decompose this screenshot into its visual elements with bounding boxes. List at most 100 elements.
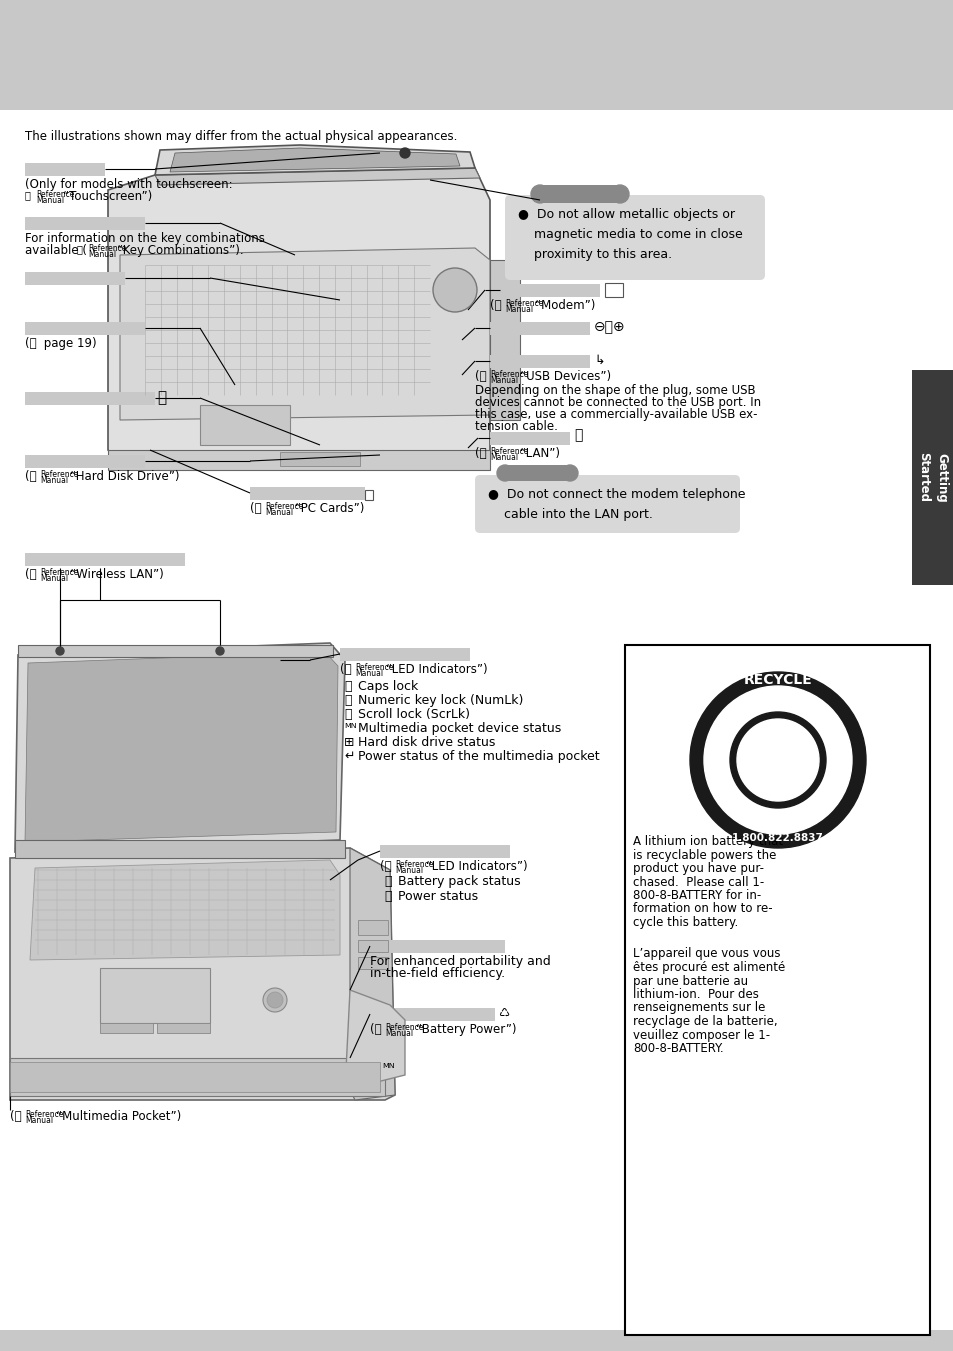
Text: (ⓘ: (ⓘ — [25, 567, 36, 581]
Text: For information on the key combinations: For information on the key combinations — [25, 232, 265, 245]
Bar — [339, 648, 470, 661]
Text: ⓺: ⓺ — [384, 890, 391, 902]
Polygon shape — [10, 848, 395, 1100]
Circle shape — [399, 149, 410, 158]
Text: ⛝: ⛝ — [574, 428, 581, 442]
Text: The illustrations shown may differ from the actual physical appearances.: The illustrations shown may differ from … — [25, 130, 456, 143]
Bar — [157, 1023, 210, 1034]
Text: Battery pack status: Battery pack status — [397, 875, 520, 888]
Text: L’appareil que vous vous: L’appareil que vous vous — [633, 947, 780, 961]
Text: ⓹: ⓹ — [344, 708, 351, 721]
Text: Manual: Manual — [504, 305, 533, 313]
Text: ●  Do not allow metallic objects or
    magnetic media to come in close
    prox: ● Do not allow metallic objects or magne… — [517, 208, 742, 261]
Text: Reference: Reference — [355, 663, 393, 671]
Bar — [911, 370, 953, 585]
Text: Reference: Reference — [25, 1111, 63, 1119]
Text: Getting
Started: Getting Started — [917, 453, 947, 503]
Text: Reference: Reference — [490, 447, 528, 457]
Text: Manual: Manual — [395, 866, 423, 875]
Circle shape — [56, 647, 64, 655]
Text: ●  Do not connect the modem telephone
    cable into the LAN port.: ● Do not connect the modem telephone cab… — [488, 488, 744, 521]
Circle shape — [703, 686, 851, 834]
Text: Manual: Manual — [490, 376, 517, 385]
Text: RBRC: RBRC — [760, 740, 794, 750]
Text: “Modem”): “Modem”) — [535, 299, 595, 312]
Bar — [490, 432, 569, 444]
Text: 1.800.822.8837: 1.800.822.8837 — [731, 834, 823, 843]
Text: Scroll lock (ScrLk): Scroll lock (ScrLk) — [357, 708, 470, 721]
Text: Reference: Reference — [395, 861, 433, 869]
Bar — [0, 1329, 953, 1351]
Bar — [539, 185, 619, 203]
Bar — [25, 392, 154, 405]
Text: veuillez composer le 1-: veuillez composer le 1- — [633, 1028, 769, 1042]
Bar — [379, 844, 510, 858]
Text: 800-8-BATTERY for in-: 800-8-BATTERY for in- — [633, 889, 760, 902]
Text: (Only for models with touchscreen:: (Only for models with touchscreen: — [25, 178, 233, 190]
Text: page 19): page 19) — [40, 336, 96, 350]
Bar — [25, 218, 145, 230]
Text: cycle this battery.: cycle this battery. — [633, 916, 738, 929]
Text: Multimedia pocket device status: Multimedia pocket device status — [357, 721, 560, 735]
Circle shape — [433, 267, 476, 312]
Circle shape — [267, 992, 283, 1008]
Text: Reference: Reference — [385, 1023, 423, 1032]
Bar — [357, 920, 388, 935]
Text: (ⓘ: (ⓘ — [379, 861, 392, 873]
Text: available (: available ( — [25, 245, 87, 257]
Text: ⏻: ⏻ — [157, 390, 166, 405]
Text: “LAN”): “LAN”) — [519, 447, 559, 459]
Bar — [18, 644, 333, 657]
FancyBboxPatch shape — [504, 195, 764, 280]
Text: is recyclable powers the: is recyclable powers the — [633, 848, 776, 862]
Circle shape — [497, 465, 513, 481]
Bar — [10, 1062, 379, 1092]
Text: devices cannot be connected to the USB port. In: devices cannot be connected to the USB p… — [475, 396, 760, 409]
Text: tension cable.: tension cable. — [475, 420, 558, 434]
Text: (ⓘ: (ⓘ — [10, 1111, 22, 1123]
Bar — [25, 322, 145, 335]
Text: 800-8-BATTERY.: 800-8-BATTERY. — [633, 1042, 723, 1055]
Bar — [200, 405, 290, 444]
Text: (ⓘ: (ⓘ — [250, 503, 261, 515]
Circle shape — [737, 719, 818, 801]
Bar — [25, 272, 125, 285]
Text: chased.  Please call 1-: chased. Please call 1- — [633, 875, 763, 889]
Polygon shape — [154, 168, 479, 185]
Text: Manual: Manual — [36, 196, 64, 205]
Text: “LED Indicators”): “LED Indicators”) — [426, 861, 527, 873]
Circle shape — [215, 647, 224, 655]
Bar — [490, 355, 589, 367]
Text: Reference: Reference — [88, 245, 126, 253]
Text: product you have pur-: product you have pur- — [633, 862, 763, 875]
Text: formation on how to re-: formation on how to re- — [633, 902, 772, 916]
Text: “Touchscreen”): “Touchscreen”) — [63, 190, 152, 203]
Polygon shape — [345, 990, 405, 1090]
Text: “Key Combinations”).: “Key Combinations”). — [117, 245, 243, 257]
Text: Li-ion: Li-ion — [763, 757, 791, 767]
Text: Manual: Manual — [25, 1116, 53, 1125]
Text: in-the-field efficiency.: in-the-field efficiency. — [370, 967, 504, 979]
Text: ᴹᴺ: ᴹᴺ — [381, 1062, 395, 1075]
Bar — [490, 322, 589, 335]
Text: Reference: Reference — [504, 299, 543, 308]
Bar — [10, 1062, 377, 1092]
Text: Reference: Reference — [40, 567, 78, 577]
Bar — [25, 455, 145, 467]
Text: Manual: Manual — [40, 476, 68, 485]
Text: (ⓘ: (ⓘ — [475, 447, 486, 459]
Text: (ⓘ: (ⓘ — [339, 663, 352, 676]
Text: Manual: Manual — [88, 250, 116, 259]
Text: ↵: ↵ — [344, 750, 355, 763]
Bar — [25, 163, 105, 176]
Text: Ⓐ: Ⓐ — [344, 680, 351, 693]
Polygon shape — [30, 861, 339, 961]
Bar — [357, 957, 388, 969]
Polygon shape — [108, 168, 490, 462]
Bar — [370, 940, 504, 952]
Text: Power status of the multimedia pocket: Power status of the multimedia pocket — [357, 750, 599, 763]
Text: Numeric key lock (NumLk): Numeric key lock (NumLk) — [357, 694, 523, 707]
Text: Reference: Reference — [40, 470, 78, 480]
Bar — [370, 1008, 495, 1021]
Polygon shape — [25, 653, 337, 842]
